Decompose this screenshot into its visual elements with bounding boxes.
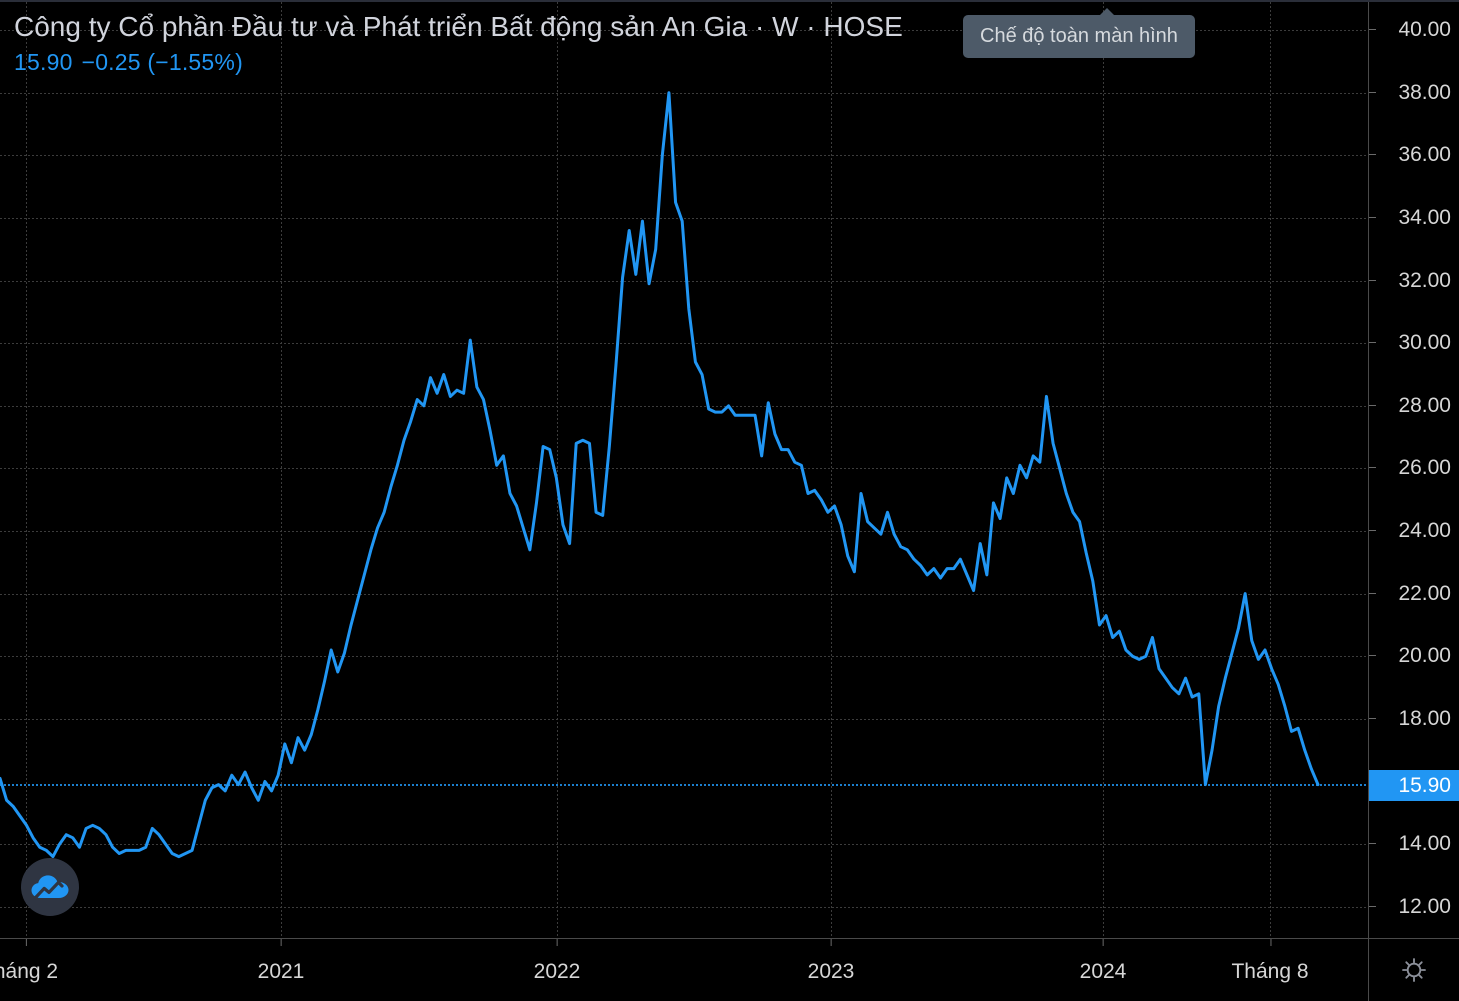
current-price-badge[interactable]: 15.90 [1369,769,1459,801]
chart-plot-area[interactable]: Công ty Cổ phần Đầu tư và Phát triển Bất… [0,2,1368,938]
price-axis-tick: 40.00 [1369,19,1459,40]
horizontal-gridlines [0,30,1368,908]
price-axis-tick: 38.00 [1369,82,1459,103]
price-axis-tick: 28.00 [1369,395,1459,416]
price-axis-tick: 36.00 [1369,144,1459,165]
price-axis-tick: 24.00 [1369,520,1459,541]
time-axis-tick: 2023 [808,939,854,983]
cloud-chart-logo [21,858,79,916]
time-axis-tick: Tháng 8 [1231,939,1309,983]
time-axis-tick: 2024 [1080,939,1126,983]
price-axis-tick: 22.00 [1369,583,1459,604]
price-line-chart[interactable] [0,2,1368,938]
price-axis[interactable]: 40.00 38.00 36.00 34.00 32.00 30.00 28.00 26.00… [1368,2,1459,938]
cloud-chart-icon [31,875,69,900]
time-axis-tick: 2022 [534,939,580,983]
price-axis-tick: 12.00 [1369,896,1459,917]
price-axis-tick: 18.00 [1369,708,1459,729]
time-axis[interactable]: háng 2 2021 2022 2023 2024 Tháng 8 [0,938,1368,1001]
gear-icon [1402,958,1426,982]
price-axis-tick: 14.00 [1369,833,1459,854]
price-axis-tick: 20.00 [1369,645,1459,666]
time-axis-tick: háng 2 [0,939,58,983]
price-axis-tick: 30.00 [1369,332,1459,353]
price-series-line [0,91,1320,859]
time-axis-tick: 2021 [258,939,304,983]
price-axis-tick: 32.00 [1369,270,1459,291]
price-axis-tick: 26.00 [1369,457,1459,478]
fullscreen-mode-tooltip: Chế độ toàn màn hình [963,8,1195,58]
chart-settings-button[interactable] [1368,938,1459,1001]
vertical-gridlines [26,2,1271,938]
price-axis-tick: 34.00 [1369,207,1459,228]
